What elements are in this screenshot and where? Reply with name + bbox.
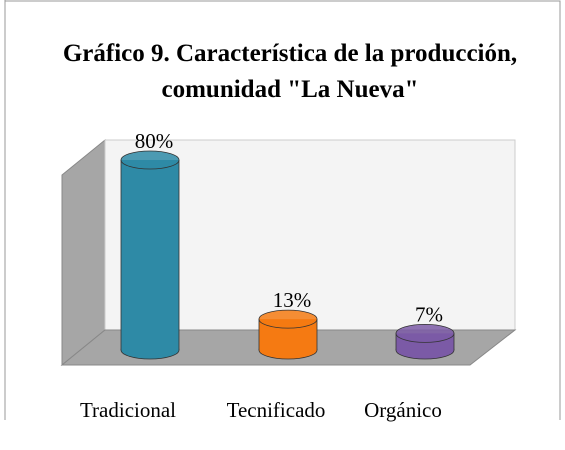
bar-outline [120,160,180,350]
bar [121,160,179,350]
frame [4,0,561,420]
side-wall [61,138,106,367]
bar-outline [395,333,455,350]
x-tick-label: Tecnificado [227,398,326,422]
value-label: 7% [415,302,443,326]
bar-top [258,309,318,329]
bar-outline [258,319,318,350]
x-tick-label: Orgánico [364,398,442,422]
chart-title: Gráfico 9. Característica de la producci… [62,40,518,103]
bar-top [120,150,180,170]
bar-top [395,323,455,343]
value-label: 13% [273,288,312,312]
value-label: 80% [135,129,174,153]
x-tick-label: Tradicional [80,398,176,422]
